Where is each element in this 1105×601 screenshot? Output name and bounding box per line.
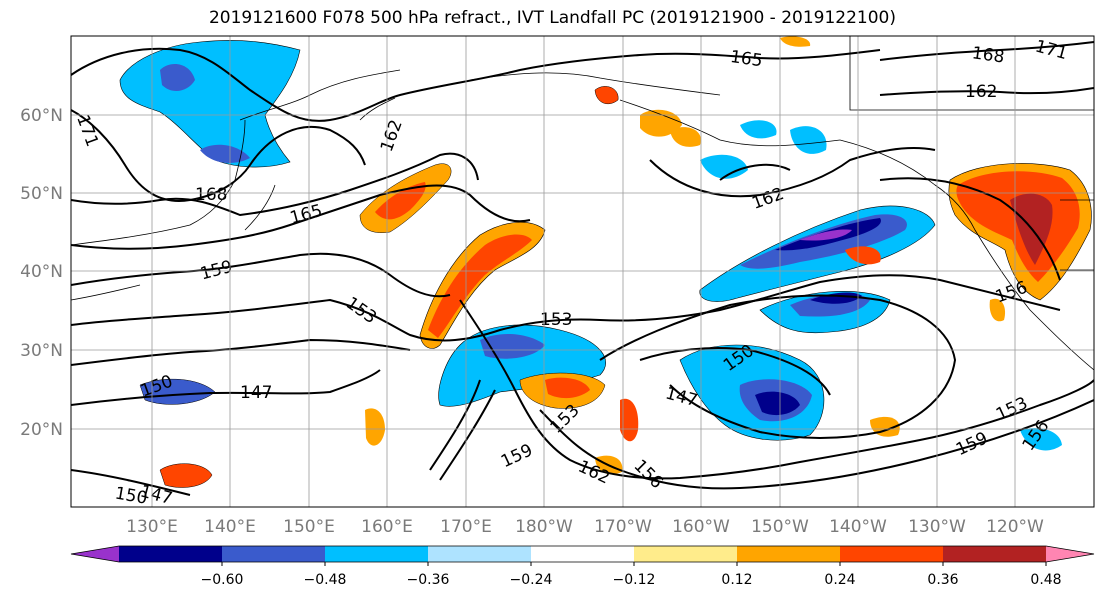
lon-label: 130°W: [908, 517, 966, 537]
colorbar-tick-label: −0.24: [510, 572, 553, 588]
shade-s-orange-3: [365, 408, 385, 446]
lon-label: 160°W: [672, 517, 730, 537]
colorbar-extend-low: [71, 546, 119, 562]
colorbar-extend-high: [1046, 546, 1094, 562]
colorbar-tick-label: −0.36: [407, 572, 450, 588]
shade-band-red: [428, 234, 532, 338]
plot-frame: [70, 35, 1095, 508]
shade-s-orange-2: [620, 398, 639, 442]
colorbar-swatch: [325, 546, 429, 562]
lat-label: 50°N: [20, 184, 63, 204]
contour-label: 165: [729, 47, 764, 71]
contour-label: 168: [971, 43, 1006, 67]
shade-spot-2: [780, 36, 811, 47]
lon-label: 140°E: [204, 517, 256, 537]
shade-spot-1: [594, 86, 619, 105]
shade-blob-nw-dark2: [200, 144, 250, 163]
colorbar-tick-label: 0.48: [1030, 572, 1061, 588]
shaded-anomalies: [119, 36, 1092, 488]
colorbar: −0.60 −0.48 −0.36 −0.24 −0.12 0.12 0.24 0.36 0.4…: [70, 545, 1095, 588]
shade-spot-5: [700, 154, 748, 179]
colorbar-swatch: [222, 546, 326, 562]
colorbar-tick-label: 0.36: [927, 572, 958, 588]
coastlines: [71, 36, 1094, 371]
contour-label: 147: [240, 383, 272, 403]
shade-s-orange-6: [989, 298, 1006, 322]
shade-s-red-2: [159, 463, 213, 488]
shade-cpac-blue: [480, 333, 545, 359]
lon-label: 120°W: [986, 517, 1044, 537]
colorbar-tick-label: 0.24: [824, 572, 855, 588]
shade-se-cyan-2: [1020, 428, 1062, 451]
gridlines: [71, 36, 1094, 507]
colorbar-swatch: [531, 546, 635, 562]
colorbar-swatch: [737, 546, 841, 562]
lon-label: 180°W: [515, 517, 573, 537]
colorbar-tick-label: −0.12: [613, 572, 656, 588]
longitude-labels: 130°E 140°E 150°E 160°E 170°E 180°W 170°…: [126, 517, 1044, 537]
latitude-labels: 60°N 50°N 40°N 30°N 20°N: [20, 106, 63, 440]
lon-label: 170°E: [440, 517, 492, 537]
shade-spot-7: [740, 120, 777, 139]
colorbar-swatch: [119, 546, 223, 562]
colorbar-swatch: [943, 546, 1047, 562]
map-title: 2019121600 F078 500 hPa refract., IVT La…: [208, 8, 896, 28]
shade-nw-red: [375, 182, 426, 220]
shade-spot-4: [670, 127, 701, 147]
lon-label: 160°E: [361, 517, 413, 537]
colorbar-swatch: [634, 546, 738, 562]
colorbar-tick-label: −0.48: [304, 572, 347, 588]
lon-label: 130°E: [126, 517, 178, 537]
shade-e-red-spot: [845, 246, 881, 265]
lat-label: 30°N: [20, 341, 63, 361]
shade-blob-nw-dark: [160, 64, 195, 92]
lat-label: 60°N: [20, 106, 63, 126]
lat-label: 20°N: [20, 420, 63, 440]
lon-label: 150°W: [751, 517, 809, 537]
lon-label: 150°E: [283, 517, 335, 537]
contour-label: 153: [540, 310, 572, 330]
lon-label: 140°W: [829, 517, 887, 537]
colorbar-swatch: [428, 546, 532, 562]
colorbar-tick-label: 0.12: [721, 572, 752, 588]
contour-label: 150: [113, 483, 148, 508]
contour-label: 162: [965, 82, 997, 102]
colorbar-tick-label: −0.60: [201, 572, 244, 588]
colorbar-outline: [70, 545, 1095, 563]
shade-s-red-1: [545, 377, 590, 399]
colorbar-swatch: [840, 546, 944, 562]
shade-hawaii-navy: [755, 391, 800, 416]
shade-spot-6: [790, 126, 827, 154]
shade-se-navy: [810, 292, 862, 304]
shade-east-band-purple: [800, 229, 852, 241]
lat-label: 40°N: [20, 262, 63, 282]
contour-label: 168: [195, 185, 227, 205]
contours: [71, 41, 1094, 496]
lon-label: 170°W: [594, 517, 652, 537]
